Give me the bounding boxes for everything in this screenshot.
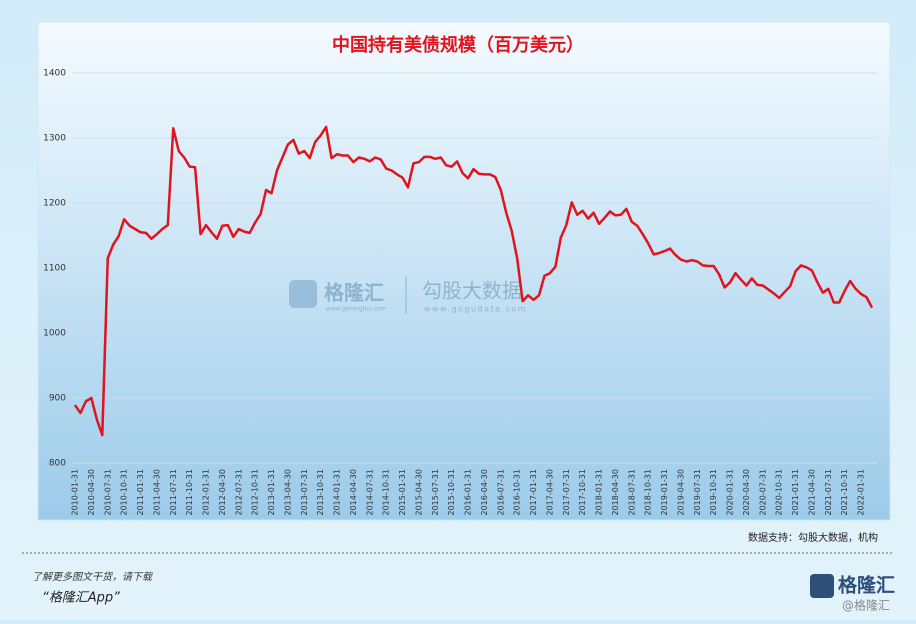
- y-tick-label: 800: [49, 459, 66, 469]
- x-tick-label: 2017-01-31: [529, 469, 538, 516]
- x-tick-label: 2010-10-31: [120, 469, 129, 516]
- footer-app: “格隆汇App”: [42, 591, 120, 606]
- x-tick-label: 2014-07-31: [365, 469, 374, 516]
- x-tick-label: 2017-04-30: [545, 469, 554, 516]
- x-tick-label: 2011-07-31: [169, 469, 178, 516]
- y-tick-label: 1300: [43, 134, 66, 144]
- x-tick-label: 2022-01-31: [857, 469, 866, 516]
- x-tick-label: 2019-07-31: [693, 469, 702, 516]
- x-tick-label: 2017-07-31: [562, 469, 571, 516]
- x-tick-label: 2012-04-30: [218, 469, 227, 516]
- footer-logo: 格隆汇: [838, 574, 895, 597]
- x-tick-label: 2012-07-31: [234, 469, 243, 516]
- x-tick-label: 2012-01-31: [202, 469, 211, 516]
- footer-prompt: 了解更多图文干货，请下载: [32, 571, 154, 583]
- x-tick-label: 2021-07-31: [824, 469, 833, 516]
- x-tick-label: 2011-10-31: [185, 469, 194, 516]
- x-tick-label: 2010-04-30: [87, 469, 96, 516]
- x-tick-label: 2011-01-31: [136, 469, 145, 516]
- source-note: 数据支持：勾股大数据，机构: [748, 531, 878, 544]
- x-tick-label: 2019-01-31: [660, 469, 669, 516]
- x-tick-label: 2020-04-30: [742, 469, 751, 516]
- watermark: 格隆汇 www.gelonghui.com 勾股大数据 www.gogudata…: [289, 276, 527, 314]
- x-tick-label: 2012-10-31: [251, 469, 260, 516]
- watermark-data-url: www.gogudata.com: [424, 305, 527, 314]
- watermark-icon: [289, 280, 317, 308]
- x-tick-label: 2018-01-31: [595, 469, 604, 516]
- footer-logo-icon: [810, 574, 834, 598]
- x-tick-label: 2016-04-30: [480, 469, 489, 516]
- x-tick-label: 2015-07-31: [431, 469, 440, 516]
- y-tick-label: 1200: [43, 199, 66, 209]
- x-tick-label: 2011-04-30: [152, 469, 161, 516]
- x-tick-label: 2016-10-31: [513, 469, 522, 516]
- line-series: [73, 125, 874, 437]
- x-tick-label: 2013-01-31: [267, 469, 276, 516]
- x-tick-label: 2018-04-30: [611, 469, 620, 516]
- x-tick-label: 2016-01-31: [464, 469, 473, 516]
- x-tick-label: 2014-10-31: [382, 469, 391, 516]
- watermark-brand-url: www.gelonghui.com: [326, 306, 387, 313]
- y-tick-label: 1000: [43, 329, 66, 339]
- x-tick-label: 2020-10-31: [775, 469, 784, 516]
- x-tick-label: 2021-01-31: [791, 469, 800, 516]
- chart-panel: [37, 21, 891, 521]
- x-tick-label: 2018-07-31: [627, 469, 636, 516]
- y-tick-label: 1100: [43, 264, 66, 274]
- y-tick-label: 900: [49, 394, 66, 404]
- x-tick-label: 2014-01-31: [333, 469, 342, 516]
- x-tick-label: 2020-07-31: [758, 469, 767, 516]
- x-tick-label: 2013-10-31: [316, 469, 325, 516]
- x-tick-label: 2016-07-31: [496, 469, 505, 516]
- x-tick-label: 2015-04-30: [414, 469, 423, 516]
- x-tick-label: 2010-07-31: [103, 469, 112, 516]
- x-tick-label: 2019-04-30: [676, 469, 685, 516]
- footer-handle: @格隆汇: [842, 598, 890, 613]
- x-tick-label: 2013-07-31: [300, 469, 309, 516]
- x-tick-label: 2010-01-31: [71, 469, 80, 516]
- x-tick-label: 2018-10-31: [644, 469, 653, 516]
- x-tick-label: 2021-10-31: [840, 469, 849, 516]
- x-tick-label: 2021-04-30: [807, 469, 816, 516]
- x-tick-label: 2020-01-31: [726, 469, 735, 516]
- y-tick-label: 1400: [43, 69, 66, 79]
- watermark-brand: 格隆汇: [324, 281, 384, 305]
- x-tick-label: 2015-01-31: [398, 469, 407, 516]
- x-tick-label: 2015-10-31: [447, 469, 456, 516]
- chart-title: 中国持有美债规模（百万美元）: [332, 34, 584, 56]
- x-tick-label: 2014-04-30: [349, 469, 358, 516]
- x-tick-label: 2019-10-31: [709, 469, 718, 516]
- watermark-data-brand: 勾股大数据: [422, 279, 522, 303]
- x-tick-label: 2013-04-30: [283, 469, 292, 516]
- x-tick-label: 2017-10-31: [578, 469, 587, 516]
